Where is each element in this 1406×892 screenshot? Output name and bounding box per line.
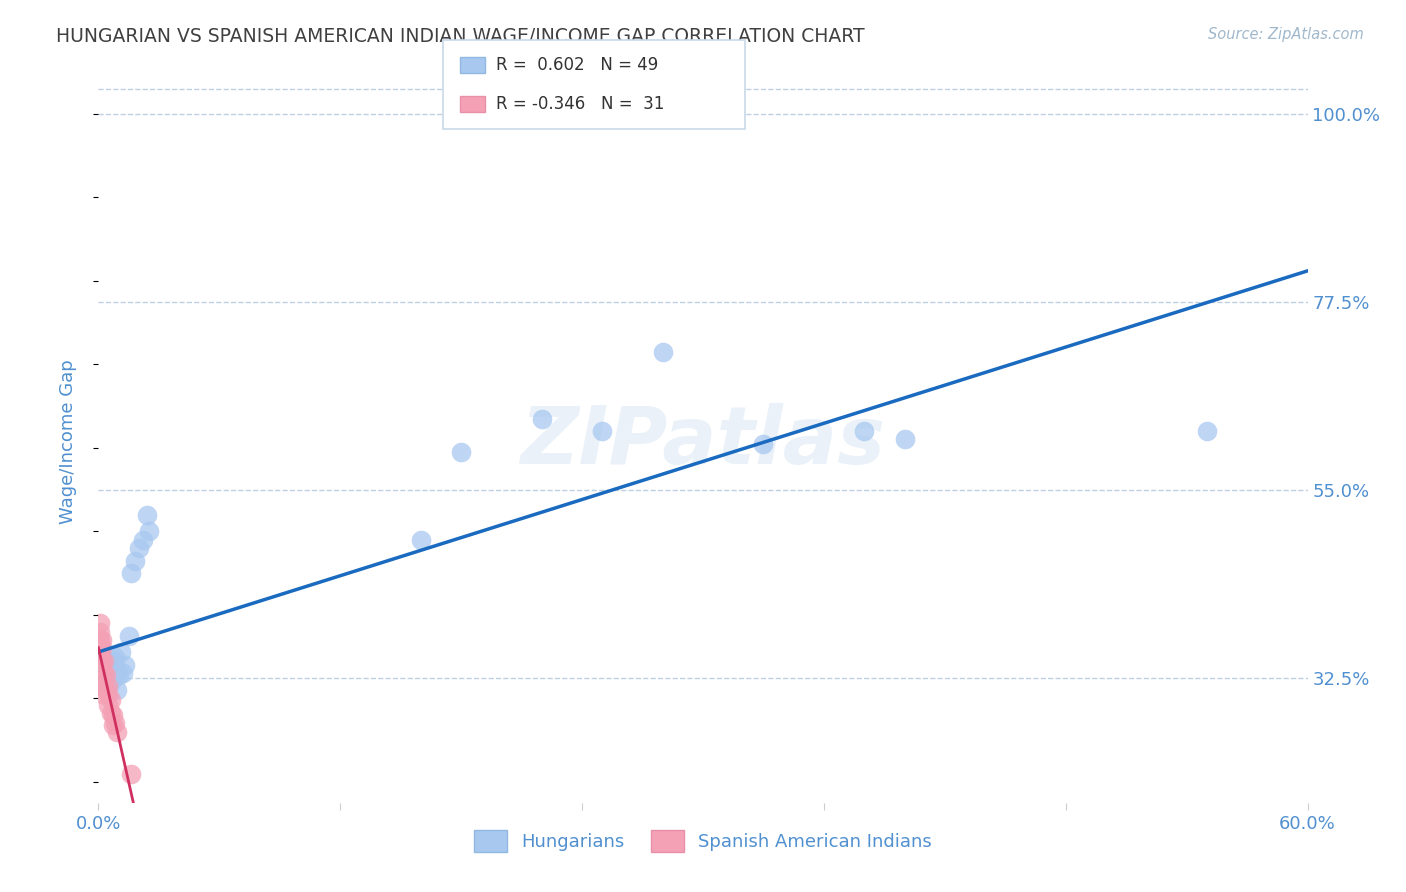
Point bbox=[89, 662, 111, 676]
Point bbox=[89, 666, 111, 681]
Point bbox=[103, 716, 125, 731]
Point bbox=[91, 671, 114, 685]
Point bbox=[591, 424, 613, 438]
Point bbox=[105, 724, 128, 739]
Point bbox=[135, 508, 157, 522]
Point bbox=[111, 666, 134, 681]
Point bbox=[853, 424, 876, 438]
Point bbox=[89, 674, 111, 689]
Point bbox=[97, 679, 120, 693]
Point bbox=[91, 657, 114, 672]
Point bbox=[105, 666, 128, 681]
Point bbox=[93, 668, 115, 682]
Point bbox=[91, 679, 114, 693]
Point bbox=[103, 666, 125, 681]
Point bbox=[114, 657, 136, 672]
Point bbox=[89, 671, 111, 685]
Point bbox=[91, 662, 114, 676]
Text: Source: ZipAtlas.com: Source: ZipAtlas.com bbox=[1208, 27, 1364, 42]
Point bbox=[91, 632, 114, 647]
Point bbox=[96, 683, 118, 698]
Point bbox=[93, 673, 115, 687]
Point bbox=[89, 641, 111, 656]
Point bbox=[893, 433, 915, 447]
Point bbox=[91, 654, 114, 668]
Point bbox=[103, 657, 125, 672]
Point bbox=[752, 436, 775, 450]
Point bbox=[101, 654, 124, 668]
Point bbox=[97, 654, 120, 668]
Point bbox=[93, 666, 115, 681]
Point bbox=[100, 674, 122, 689]
Point bbox=[118, 629, 141, 643]
Point bbox=[89, 657, 111, 672]
Point bbox=[530, 411, 553, 425]
Point bbox=[128, 541, 150, 555]
Point bbox=[91, 666, 114, 681]
Point bbox=[89, 645, 111, 659]
Point bbox=[107, 668, 129, 682]
Text: HUNGARIAN VS SPANISH AMERICAN INDIAN WAGE/INCOME GAP CORRELATION CHART: HUNGARIAN VS SPANISH AMERICAN INDIAN WAG… bbox=[56, 27, 865, 45]
Point bbox=[120, 566, 142, 580]
Point bbox=[103, 649, 125, 664]
Point bbox=[93, 657, 115, 672]
Point bbox=[138, 524, 160, 539]
Point bbox=[97, 662, 120, 676]
Point bbox=[97, 674, 120, 689]
Point bbox=[89, 662, 111, 676]
Text: R = -0.346   N =  31: R = -0.346 N = 31 bbox=[496, 95, 665, 113]
Point bbox=[89, 616, 111, 631]
Point bbox=[101, 671, 124, 685]
Point bbox=[651, 344, 673, 359]
Y-axis label: Wage/Income Gap: Wage/Income Gap bbox=[59, 359, 77, 524]
Point bbox=[96, 671, 118, 685]
Point bbox=[89, 654, 111, 668]
Point bbox=[1195, 424, 1218, 438]
Point bbox=[93, 654, 115, 668]
Text: ZIPatlas: ZIPatlas bbox=[520, 402, 886, 481]
Point bbox=[91, 641, 114, 656]
Point bbox=[89, 632, 111, 647]
Point bbox=[124, 553, 146, 567]
Point bbox=[105, 683, 128, 698]
Point bbox=[100, 706, 122, 721]
Point bbox=[110, 645, 132, 659]
Point bbox=[100, 693, 122, 707]
Legend: Hungarians, Spanish American Indians: Hungarians, Spanish American Indians bbox=[467, 822, 939, 859]
Point bbox=[97, 687, 120, 701]
Point bbox=[96, 654, 118, 668]
Point bbox=[132, 533, 155, 547]
Point bbox=[96, 674, 118, 689]
Point bbox=[97, 668, 120, 682]
Point bbox=[101, 718, 124, 732]
Point bbox=[96, 668, 118, 682]
Point bbox=[93, 676, 115, 690]
Text: R =  0.602   N = 49: R = 0.602 N = 49 bbox=[496, 56, 658, 74]
Point bbox=[93, 665, 115, 679]
Point bbox=[120, 766, 142, 780]
Point bbox=[91, 687, 114, 701]
Point bbox=[450, 445, 472, 459]
Point bbox=[100, 657, 122, 672]
Point bbox=[101, 708, 124, 723]
Point bbox=[97, 698, 120, 712]
Point bbox=[409, 533, 432, 547]
Point bbox=[96, 662, 118, 676]
Point bbox=[91, 671, 114, 685]
Point bbox=[89, 624, 111, 639]
Point bbox=[100, 666, 122, 681]
Point bbox=[91, 662, 114, 676]
